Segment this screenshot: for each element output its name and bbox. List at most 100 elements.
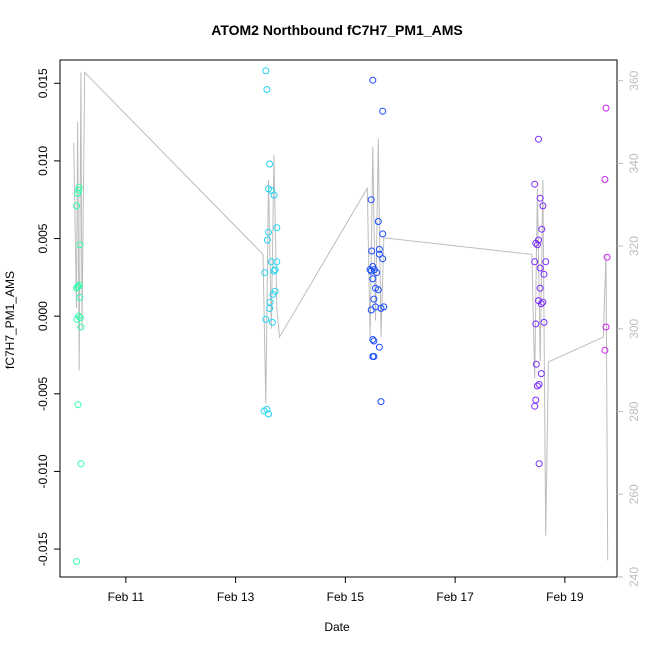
data-point [533,382,541,390]
data-point [74,401,82,409]
data-point [536,194,544,202]
data-point [266,304,274,312]
data-point [542,258,550,266]
data-point [601,176,609,183]
data-point [367,267,375,275]
y-tick-label: 0.000 [36,301,50,331]
data-point [374,286,382,294]
y2-tick-label: 360 [627,70,641,90]
data-point [74,190,82,197]
data-point [269,290,277,298]
data-point [375,343,383,351]
data-point [535,460,543,468]
data-point [368,247,376,255]
y-tick-label: 0.010 [36,146,50,176]
data-point [266,298,274,306]
y2-tick-label: 240 [627,567,641,587]
secondary-y-axis: 240 260 280 300 320 340 360 [617,70,641,587]
y2-tick-label: 340 [627,153,641,173]
data-point [379,230,387,238]
data-point [74,283,82,291]
data-point [540,318,548,326]
data-point [536,264,544,272]
data-point [73,558,80,565]
data-point [375,245,383,253]
secondary-trace-layer [73,71,609,561]
data-point [263,405,271,413]
data-point [375,250,383,258]
data-point [380,303,388,311]
data-point [367,196,375,204]
data-point [77,460,85,468]
data-point [370,337,378,345]
y2-tick-label: 320 [627,236,641,256]
data-point [539,202,547,210]
data-point [603,253,611,261]
data-point [532,396,540,404]
data-point [602,104,610,112]
data-point [531,402,539,410]
plot-frame [59,59,618,578]
data-point [75,312,83,320]
data-point [369,76,377,84]
data-point [270,191,278,199]
data-point [73,202,80,210]
y2-tick-label: 280 [627,401,641,421]
data-point [263,236,271,244]
data-point [76,241,84,249]
y-tick-label: -0.005 [36,376,50,410]
data-point [535,381,543,388]
data-point [263,86,271,93]
data-point [76,294,84,301]
data-point [369,275,377,283]
data-point [374,218,382,225]
data-point [535,135,542,143]
data-point [265,228,272,236]
data-point [271,266,279,274]
data-point [370,353,378,360]
y-tick-label: -0.010 [36,454,50,488]
data-point [540,270,548,278]
x-axis-label: Date [324,620,350,634]
data-point [532,239,540,247]
data-point [77,323,85,331]
data-point [602,323,610,331]
y-axis: -0.015 -0.010 -0.005 0.000 0.005 0.010 0.015 [36,68,60,566]
data-point [75,281,83,289]
data-point [369,336,377,343]
data-point [266,160,274,168]
x-tick-label: Feb 11 [108,590,145,604]
data-point [367,306,375,314]
y-tick-label: 0.015 [36,68,50,98]
data-point [601,346,609,354]
data-point [75,183,83,191]
x-axis: Feb 11 Feb 13 Feb 15 Feb 17 Feb 19 [108,577,584,604]
y-axis-label: fC7H7_PM1_AMS [3,271,17,369]
data-point [379,107,387,115]
data-point [265,410,272,418]
x-tick-label: Feb 13 [217,590,255,604]
y-tick-label: -0.015 [36,532,50,566]
data-point [262,315,270,323]
chart-title: ATOM2 Northbound fC7H7_PM1_AMS [211,22,463,38]
data-point [536,284,544,292]
data-point [538,225,546,233]
data-point [261,269,269,277]
data-point [532,360,540,368]
data-point [531,258,539,266]
data-point [539,298,547,306]
data-point [75,186,83,194]
data-points-layer [73,67,611,565]
data-point [379,255,387,263]
data-point [273,258,281,266]
y-tick-label: 0.005 [36,223,50,253]
x-tick-label: Feb 19 [546,590,584,604]
y2-tick-label: 260 [627,484,641,504]
data-point [537,300,545,308]
data-point [273,224,281,232]
data-point [377,398,385,406]
data-point [532,320,540,328]
data-point [533,241,541,249]
data-point [262,67,270,75]
